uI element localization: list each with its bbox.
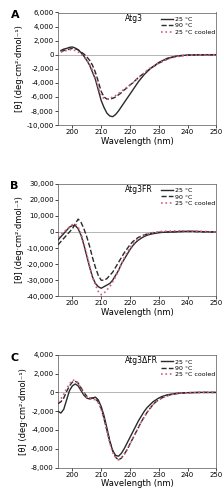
Legend: 25 °C, 90 °C, 25 °C cooled: 25 °C, 90 °C, 25 °C cooled [161,359,215,377]
Text: Atg3ΔFR: Atg3ΔFR [124,356,157,365]
Legend: 25 °C, 90 °C, 25 °C cooled: 25 °C, 90 °C, 25 °C cooled [161,17,215,35]
X-axis label: Wavelength (nm): Wavelength (nm) [101,308,173,317]
Y-axis label: [θ] (deg·cm²·dmol⁻¹): [θ] (deg·cm²·dmol⁻¹) [15,196,24,284]
Y-axis label: [θ] (deg·cm²·dmol⁻¹): [θ] (deg·cm²·dmol⁻¹) [19,368,28,454]
Legend: 25 °C, 90 °C, 25 °C cooled: 25 °C, 90 °C, 25 °C cooled [161,188,215,206]
X-axis label: Wavelength (nm): Wavelength (nm) [101,479,173,488]
Text: Atg3FR: Atg3FR [124,185,152,194]
X-axis label: Wavelength (nm): Wavelength (nm) [101,136,173,145]
Text: A: A [10,10,19,20]
Text: B: B [10,182,19,192]
Text: C: C [10,352,19,362]
Text: Atg3: Atg3 [124,14,142,22]
Y-axis label: [θ] (deg·cm²·dmol⁻¹): [θ] (deg·cm²·dmol⁻¹) [15,26,24,112]
